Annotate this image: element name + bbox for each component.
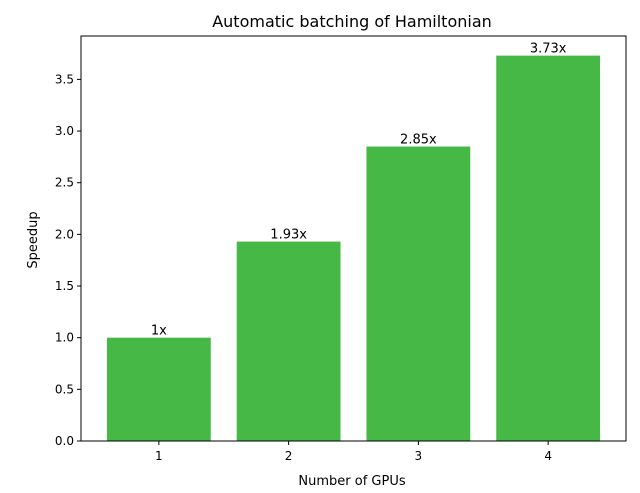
x-tick-label: 1	[155, 449, 163, 463]
y-axis-label: Speedup	[26, 211, 41, 268]
data-label-1: 1x	[151, 324, 167, 339]
plot-frame	[80, 35, 627, 442]
plot-area: 1x 1.93x 2.85x 3.73x 0.0 0.5 1.0 1.5 2.0 2.5 3.0 3.…	[55, 35, 627, 463]
data-label-4: 3.73x	[530, 42, 567, 57]
chart-title: Automatic batching of Hamiltonian	[212, 12, 492, 31]
x-axis-label: Number of GPUs	[298, 474, 405, 489]
y-tick-label: 2.5	[55, 176, 74, 190]
y-tick-label: 2.0	[55, 227, 74, 241]
bar-4	[496, 55, 601, 442]
y-tick-label: 1.0	[55, 331, 74, 345]
bar-1	[106, 337, 211, 441]
y-tick-label: 0.5	[55, 382, 74, 396]
bar-3	[366, 146, 471, 441]
x-tick-label: 2	[285, 449, 293, 463]
y-tick-label: 3.5	[55, 72, 74, 86]
data-label-2: 1.93x	[270, 228, 307, 243]
y-tick-label: 3.0	[55, 124, 74, 138]
bar-2	[236, 241, 341, 441]
x-tick-label: 4	[544, 449, 552, 463]
y-tick-label: 1.5	[55, 279, 74, 293]
data-label-3: 2.85x	[400, 133, 437, 148]
y-tick-label: 0.0	[55, 434, 74, 448]
x-tick-label: 3	[415, 449, 423, 463]
